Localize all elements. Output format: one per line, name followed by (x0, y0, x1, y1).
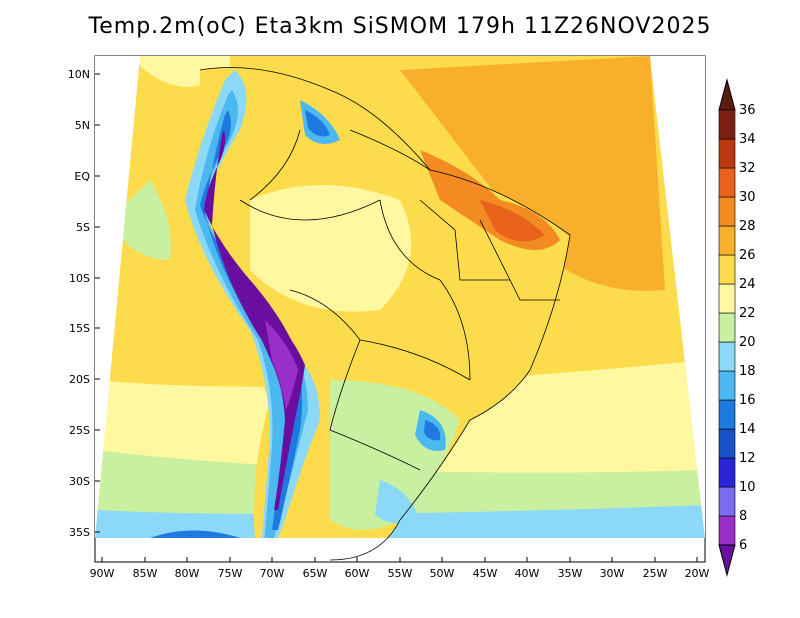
colorbar-swatch (718, 225, 736, 256)
colorbar-label: 6 (739, 538, 747, 553)
lon-label: 90W (90, 567, 115, 580)
outside-domain-right (650, 56, 705, 538)
lon-label: 85W (133, 567, 158, 580)
lon-label: 70W (260, 567, 285, 580)
lon-label: 25W (643, 567, 668, 580)
colorbar-swatch (718, 399, 736, 430)
colorbar-swatch (718, 370, 736, 401)
colorbar-label: 30 (739, 190, 756, 205)
lon-label: 60W (345, 567, 370, 580)
colorbar-label: 36 (739, 103, 756, 118)
colorbar-label: 28 (739, 219, 756, 234)
colorbar-label: 8 (739, 509, 747, 524)
colorbar-max-triangle (718, 78, 736, 111)
lon-label: 55W (388, 567, 413, 580)
lon-label: 40W (515, 567, 540, 580)
country-borders (199, 67, 571, 561)
longitude-axis: 90W 85W 80W 75W 70W 65W 60W 55W 50W 45W … (90, 557, 710, 580)
lon-label: 75W (218, 567, 243, 580)
lat-label: EQ (74, 170, 90, 183)
colorbar: 6 8 10 12 14 16 18 20 22 24 26 28 30 32 34 36 (718, 78, 756, 577)
lat-label: 35S (69, 526, 90, 539)
lat-label: 10S (69, 272, 90, 285)
latitude-axis: 10N 5N EQ 5S 10S 15S 20S 25S 30S 35S (68, 68, 100, 539)
lon-label: 45W (473, 567, 498, 580)
colorbar-swatch (718, 457, 736, 488)
colorbar-label: 24 (739, 277, 756, 292)
colorbar-label: 20 (739, 335, 756, 350)
colorbar-swatch (718, 428, 736, 459)
lon-label: 80W (175, 567, 200, 580)
colorbar-swatch (718, 254, 736, 285)
colorbar-swatch (718, 341, 736, 372)
lon-label: 50W (430, 567, 455, 580)
lat-label: 5S (76, 221, 90, 234)
colorbar-label: 32 (739, 161, 756, 176)
colorbar-swatch (718, 515, 736, 546)
colorbar-label: 10 (739, 480, 756, 495)
temperature-field (95, 56, 705, 538)
colorbar-swatch (718, 138, 736, 169)
lat-label: 20S (69, 373, 90, 386)
colorbar-label: 12 (739, 451, 756, 466)
lon-label: 65W (303, 567, 328, 580)
map-title: Temp.2m(oC) Eta3km SiSMOM 179h 11Z26NOV2… (88, 14, 712, 39)
lon-label: 20W (685, 567, 710, 580)
colorbar-swatch (718, 196, 736, 227)
colorbar-min-triangle (718, 544, 736, 577)
lon-label: 30W (600, 567, 625, 580)
colorbar-label: 26 (739, 248, 756, 263)
colorbar-label: 18 (739, 364, 756, 379)
lat-label: 5N (75, 119, 90, 132)
colorbar-label: 16 (739, 393, 756, 408)
colorbar-label: 22 (739, 306, 756, 321)
lat-label: 30S (69, 475, 90, 488)
colorbar-swatch (718, 283, 736, 314)
colorbar-label: 34 (739, 132, 756, 147)
outside-domain-left (95, 56, 140, 538)
colorbar-swatch (718, 167, 736, 198)
colorbar-swatch (718, 312, 736, 343)
lat-label: 15S (69, 322, 90, 335)
lat-label: 10N (68, 68, 90, 81)
colorbar-swatch (718, 486, 736, 517)
lat-label: 25S (69, 424, 90, 437)
lon-label: 35W (558, 567, 583, 580)
colorbar-label: 14 (739, 422, 756, 437)
colorbar-swatch (718, 109, 736, 140)
